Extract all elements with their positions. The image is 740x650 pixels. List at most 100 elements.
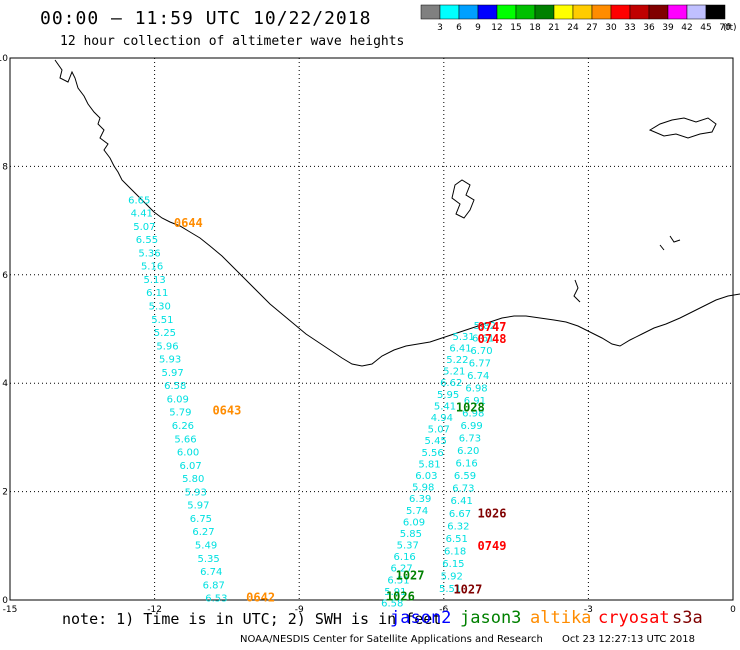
swh-value: 6.27: [390, 564, 412, 575]
pass-time-label: 1026: [386, 590, 415, 604]
swh-value: 6.98: [462, 409, 484, 420]
altimeter-tracks: 6.65 4.41 5.07 6.55 5.36 5.16 5.13 6.11 5.30 5.51…: [128, 195, 496, 609]
pass-time-label: 0644: [174, 216, 203, 230]
swh-value: 5.51: [151, 315, 173, 326]
x-tick-label: -15: [3, 605, 18, 615]
swh-value: 5.81: [418, 459, 440, 470]
colorbar-swatch: [591, 4, 612, 20]
swh-value: 5.95: [437, 390, 459, 401]
swh-value: 6.07: [180, 461, 202, 472]
swh-value: 5.82: [474, 321, 496, 332]
swh-value: 5.66: [174, 434, 196, 445]
swh-value: 6.27: [192, 527, 214, 538]
colorbar-label: 33: [624, 23, 635, 33]
colorbar-label: 6: [456, 23, 462, 33]
swh-value: 5.35: [197, 554, 219, 565]
colorbar-swatch: [610, 4, 631, 20]
map-frame: [9, 57, 734, 601]
footer-credit: NOAA/NESDIS Center for Satellite Applica…: [240, 634, 695, 645]
swh-value: 5.56: [421, 448, 443, 459]
swh-value: 6.75: [190, 514, 212, 525]
lat-lon-grid: -15 -12 -9 -6 -3 0 0 2 4 6 8 10: [0, 54, 736, 615]
colorbar-swatch: [667, 4, 688, 20]
swh-value: 6.03: [415, 471, 437, 482]
swh-value: 6.32: [447, 521, 469, 532]
track-cryosat: 5.826.616.706.776.746.986.916.986.996.73…: [439, 321, 496, 595]
colorbar-label: 36: [643, 23, 655, 33]
legend-jason3: jason3: [460, 608, 522, 628]
swh-value: 6.67: [449, 509, 471, 520]
footer-center: NOAA/NESDIS Center for Satellite Applica…: [240, 634, 543, 645]
swh-value: 6.16: [456, 459, 478, 470]
swh-value: 5.80: [182, 474, 204, 485]
x-tick-label: -6: [439, 605, 448, 615]
track-altika: 6.65 4.41 5.07 6.55 5.36 5.16 5.13 6.11 5.30 5.51…: [128, 195, 227, 604]
swh-value: 5.31: [452, 332, 474, 343]
swh-value: 6.74: [200, 567, 222, 578]
swh-value: 5.79: [169, 408, 191, 419]
swh-value: 6.91: [464, 396, 486, 407]
colorbar-swatch: [515, 4, 536, 20]
x-tick-label: -3: [584, 605, 593, 615]
swh-value: 6.98: [465, 384, 487, 395]
colorbar-label: 3: [437, 23, 443, 33]
swh-value: 5.25: [154, 328, 176, 339]
colorbar-swatch: [572, 4, 593, 20]
swh-value: 6.51: [387, 575, 409, 586]
x-tick-label: 0: [730, 605, 736, 615]
swh-value: 6.73: [459, 434, 481, 445]
swh-value: 5.13: [144, 275, 166, 286]
swh-value: 5.93: [185, 487, 207, 498]
swh-value: 6.59: [454, 471, 476, 482]
swh-value: 6.74: [467, 371, 489, 382]
colorbar-swatch: [458, 4, 479, 20]
colorbar-label: 24: [567, 23, 579, 33]
colorbar-swatch: [705, 4, 726, 20]
track-jason3: 5.316.415.225.216.625.955.414.945.075.45…: [381, 332, 475, 610]
swh-value: 5.96: [156, 341, 178, 352]
x-tick-label: -9: [295, 605, 304, 615]
swh-value: 5.85: [400, 529, 422, 540]
swh-value: 6.77: [469, 359, 491, 370]
colorbar-swatch: [686, 4, 707, 20]
swh-value: 6.11: [146, 288, 168, 299]
island-coast-upper-right: [648, 117, 717, 139]
colorbar-swatch: [534, 4, 555, 20]
swh-value: 6.16: [394, 552, 416, 563]
legend-altika: altika: [530, 608, 592, 628]
swh-value: 4.41: [131, 209, 153, 220]
river-mark: [573, 235, 681, 303]
plot-border: [9, 57, 734, 601]
swh-value: 6.20: [457, 446, 479, 457]
y-tick-label: 2: [2, 488, 8, 498]
swh-value: 5.16: [141, 262, 163, 273]
swh-value: 6.41: [449, 343, 471, 354]
swh-value: 5.07: [133, 222, 155, 233]
swh-value: 5.51: [439, 584, 461, 595]
swh-value: 6.00: [177, 448, 199, 459]
swh-value: 6.58: [381, 599, 403, 610]
legend-s3a: s3a: [672, 608, 703, 628]
legend-cryosat: cryosat: [598, 608, 670, 628]
swh-value: 5.22: [446, 355, 468, 366]
y-tick-label: 10: [0, 54, 8, 64]
colorbar-label: 9: [475, 23, 481, 33]
swh-value: 6.51: [446, 534, 468, 545]
colorbar-swatch: [420, 4, 441, 20]
swh-value: 6.26: [172, 421, 194, 432]
footer-timestamp: Oct 23 12:27:13 UTC 2018: [562, 634, 695, 645]
colorbar-label: 18: [529, 23, 541, 33]
swh-value: 6.18: [444, 546, 466, 557]
swh-value: 6.53: [205, 594, 227, 605]
swh-value: 6.70: [470, 346, 492, 357]
colorbar-label: 12: [491, 23, 502, 33]
swh-value: 5.93: [159, 355, 181, 366]
pass-time-label: 0747: [478, 320, 507, 334]
swh-value: 6.65: [128, 195, 150, 206]
swh-value: 6.58: [164, 381, 186, 392]
swh-value: 6.62: [440, 378, 462, 389]
swh-value: 5.49: [195, 541, 217, 552]
swh-value: 5.98: [412, 483, 434, 494]
pass-time-label: 0643: [212, 404, 241, 418]
